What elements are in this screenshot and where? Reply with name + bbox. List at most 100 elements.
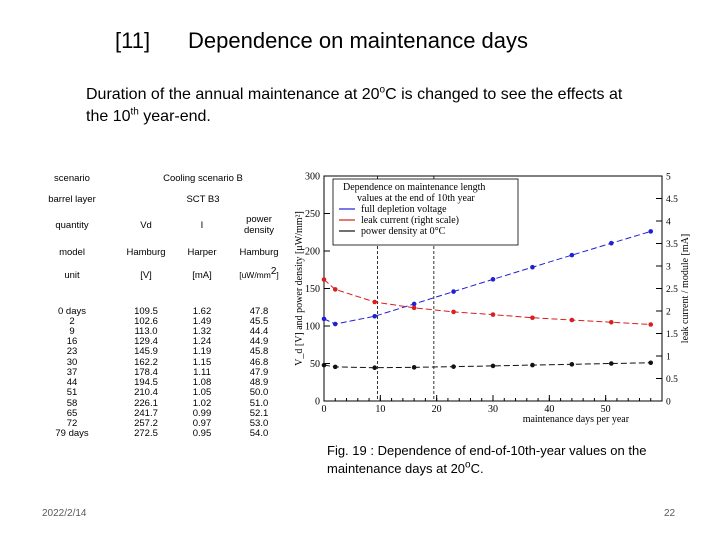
series-1-point xyxy=(569,252,575,258)
series-line-1 xyxy=(323,230,651,325)
series-line-2 xyxy=(323,279,651,325)
x-tick-label: 0 xyxy=(322,404,327,415)
series-2-point xyxy=(530,315,535,321)
caption-text: Fig. 19 : Dependence of end-of-10th-year… xyxy=(327,443,647,476)
y-left-tick-label: 50 xyxy=(310,359,320,370)
footer-date: 2022/2/14 xyxy=(42,508,87,519)
series-1-point xyxy=(321,316,327,322)
series-1-point xyxy=(648,229,654,234)
series-1-point xyxy=(609,240,614,246)
unit-i: [mA] xyxy=(192,269,212,281)
days-column: 0 days 2 9 16 23 30 37 44 51 58 65 72 79… xyxy=(55,305,89,440)
quantity-i: I xyxy=(200,219,204,231)
series-1-point xyxy=(411,301,417,307)
row-label-scenario: scenario xyxy=(54,172,90,184)
x-tick-label: 20 xyxy=(432,404,442,415)
figure-caption: Fig. 19 : Dependence of end-of-10th-year… xyxy=(327,442,667,478)
series-3-point xyxy=(451,364,456,369)
series-1-point xyxy=(490,277,496,282)
y-left-tick-label: 100 xyxy=(305,322,320,333)
current-column: 1.62 1.49 1.32 1.24 1.19 1.15 1.11 1.08 … xyxy=(192,305,212,440)
y-left-tick-label: 300 xyxy=(305,172,320,183)
y-right-tick-label: 1 xyxy=(666,353,671,363)
y-right-tick-label: 4.5 xyxy=(666,195,678,205)
series-2-point xyxy=(451,309,456,315)
series-3-point xyxy=(372,365,377,370)
series-1-point xyxy=(530,264,535,270)
model-power: Hamburg xyxy=(239,246,279,258)
y-left-tick-label: 200 xyxy=(305,247,320,258)
unit-power: [uW/mm2] xyxy=(239,266,279,280)
x-tick-label: 30 xyxy=(488,404,498,415)
page-number: 22 xyxy=(664,508,676,519)
y-left-tick-label: 0 xyxy=(315,397,320,408)
legend-label-1: full depletion voltage xyxy=(361,204,447,215)
x-axis-label: maintenance days per year xyxy=(523,414,630,425)
y-right-tick-label: 3.5 xyxy=(666,240,678,250)
x-tick-label: 50 xyxy=(601,404,611,415)
series-2-point xyxy=(411,305,417,311)
slide-subtitle: Duration of the annual maintenance at 20… xyxy=(86,84,646,128)
quantity-power: power density xyxy=(243,214,275,236)
y-right-tick-label: 2 xyxy=(666,308,671,318)
series-2-point xyxy=(648,322,654,327)
subtitle-text: Duration of the annual maintenance at 20 xyxy=(86,86,380,103)
subtitle-text: year-end. xyxy=(138,108,211,125)
y-left-tick-label: 150 xyxy=(305,284,320,295)
y-right-tick-label: 4 xyxy=(666,218,671,228)
series-3-point xyxy=(411,365,417,370)
series-line-3 xyxy=(323,362,651,369)
series-2-point xyxy=(569,317,575,323)
caption-text: C. xyxy=(470,461,484,476)
series-1-point xyxy=(372,313,377,319)
series-3-point xyxy=(648,360,654,366)
row-label-unit: unit xyxy=(64,269,80,281)
series-3-point xyxy=(609,361,614,366)
y-right-tick-label: 0 xyxy=(666,398,671,408)
y-right-tick-label: 0.5 xyxy=(666,375,678,385)
barrel-value: SCT B3 xyxy=(186,193,220,205)
series-2-point xyxy=(609,319,614,325)
y-right-axis-label: leak current / module [mA] xyxy=(680,234,690,343)
model-vd: Hamburg xyxy=(126,246,166,258)
row-label-quantity: quantity xyxy=(55,219,89,231)
y-left-axis-label: V_d [V] and power density [μW/mm²] xyxy=(294,211,305,366)
x-tick-label: 10 xyxy=(375,404,385,415)
row-label-model: model xyxy=(59,246,85,258)
series-2-point xyxy=(321,277,327,282)
degree-sup: o xyxy=(465,459,471,471)
series-1-point xyxy=(332,321,338,327)
unit-vd: [V] xyxy=(140,269,152,281)
slide-number-tag: [11] xyxy=(115,28,151,53)
slide-title: Dependence on maintenance days xyxy=(188,28,529,53)
series-2-point xyxy=(490,312,496,317)
legend-title: Dependence on maintenance length xyxy=(343,182,485,193)
series-2-point xyxy=(332,287,338,292)
data-table: scenario Cooling scenario B barrel layer… xyxy=(22,167,284,459)
series-3-point xyxy=(321,362,327,368)
y-right-tick-label: 1.5 xyxy=(666,330,678,340)
series-3-point xyxy=(332,364,338,370)
series-2-point xyxy=(372,299,377,305)
x-tick-label: 40 xyxy=(544,404,554,415)
y-right-tick-label: 2.5 xyxy=(666,285,678,295)
scenario-value: Cooling scenario B xyxy=(163,172,243,184)
quantity-vd: Vd xyxy=(140,219,152,231)
legend-label-3: power density at 0°C xyxy=(361,226,446,237)
degree-sup: o xyxy=(379,84,386,96)
y-right-tick-label: 3 xyxy=(666,263,671,273)
legend-box xyxy=(332,178,519,246)
series-3-point xyxy=(530,362,535,368)
vd-column: 109.5 102.6 113.0 129.4 145.9 162.2 178.… xyxy=(134,305,158,440)
series-1-point xyxy=(451,289,456,294)
legend-subtitle: values at the end of 10th year xyxy=(357,193,475,204)
y-left-tick-label: 250 xyxy=(305,209,320,220)
power-column: 47.8 45.5 44.4 44.9 45.8 46.8 47.9 48.9 … xyxy=(249,305,269,440)
series-3-point xyxy=(490,363,496,369)
subtitle-text: C is changed to see the effects at the 1… xyxy=(86,86,623,125)
model-i: Harper xyxy=(187,246,217,258)
series-3-point xyxy=(569,362,575,367)
legend-label-2: leak current (right scale) xyxy=(361,215,459,226)
ordinal-sup: th xyxy=(130,106,139,118)
